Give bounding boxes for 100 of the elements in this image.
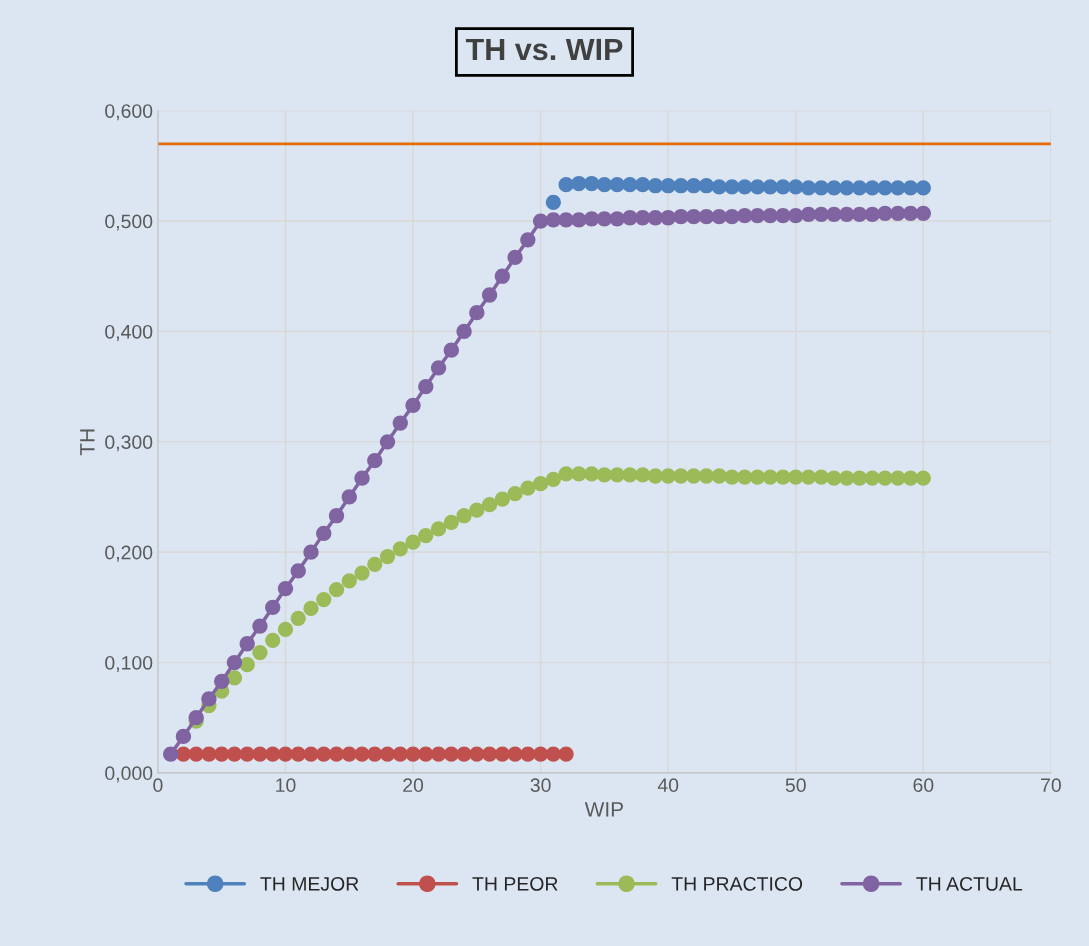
point [265,746,281,762]
point [367,746,383,762]
point [532,746,549,762]
point [316,746,332,762]
point [469,746,485,762]
point [507,486,523,502]
point [788,469,804,485]
y-tick-label: 0,000 [105,766,153,783]
point [469,305,485,321]
point [316,591,332,608]
point [354,565,370,581]
point [341,573,357,589]
point [316,525,332,542]
point [456,746,472,762]
point [545,194,562,210]
y-tick-label: 0,300 [105,435,153,452]
point [265,599,281,615]
y-tick-label: 0,100 [105,655,153,673]
point [354,746,370,762]
point [443,746,459,762]
point [532,213,549,229]
point [520,480,536,496]
point [915,180,931,196]
point [367,452,383,469]
point [558,466,574,482]
point [405,397,421,413]
y-axis-title: TH [80,429,95,456]
x-tick-label: 70 [1041,778,1061,793]
point [392,541,408,557]
point [724,179,740,195]
point [379,434,396,450]
point [762,207,778,224]
point [800,206,817,223]
point [277,621,294,638]
point [201,746,217,762]
point [226,746,243,762]
point [379,548,396,565]
point [826,470,842,486]
point [558,176,574,193]
y-tick-label: 0,600 [105,104,153,121]
point [443,514,459,530]
point [226,654,243,671]
point [686,178,702,194]
point [290,746,306,762]
y-tick-label: 0,200 [105,545,153,562]
point [252,644,268,661]
y-tick-label: 0,500 [105,214,153,231]
point [571,466,587,482]
point [902,180,919,196]
point [877,205,893,221]
point [749,179,766,195]
point [864,180,880,196]
point [673,208,689,225]
x-tick-label: 20 [403,778,424,793]
point [609,211,625,227]
point [418,527,434,544]
point [596,467,613,483]
point [813,180,829,196]
point [481,746,498,762]
point [443,342,459,358]
point [698,468,715,484]
point [520,746,536,762]
point [341,746,357,762]
point [711,179,727,195]
point [622,210,638,226]
point [583,466,600,482]
point [328,508,345,524]
point [800,469,817,485]
point [239,636,255,652]
point [277,746,294,762]
point [456,508,472,524]
x-axis-title: WIP [584,802,623,817]
point [430,360,447,376]
point [788,207,804,224]
point [902,470,919,486]
point [545,746,562,762]
point [902,205,919,221]
point [430,746,447,762]
point [609,176,625,193]
point [737,207,753,224]
point [851,180,868,196]
point [711,468,727,484]
point [558,212,574,228]
point [711,208,727,225]
point [660,468,676,484]
point [584,211,600,227]
point [839,470,855,486]
point [545,212,562,228]
point [405,746,421,762]
point [290,610,306,627]
point [290,563,306,579]
point [686,208,702,225]
point [252,618,268,634]
point [673,468,689,484]
point [328,746,345,762]
x-tick-label: 60 [913,778,934,793]
point [647,468,664,484]
point [201,691,217,707]
point [354,470,370,486]
point [175,728,192,745]
